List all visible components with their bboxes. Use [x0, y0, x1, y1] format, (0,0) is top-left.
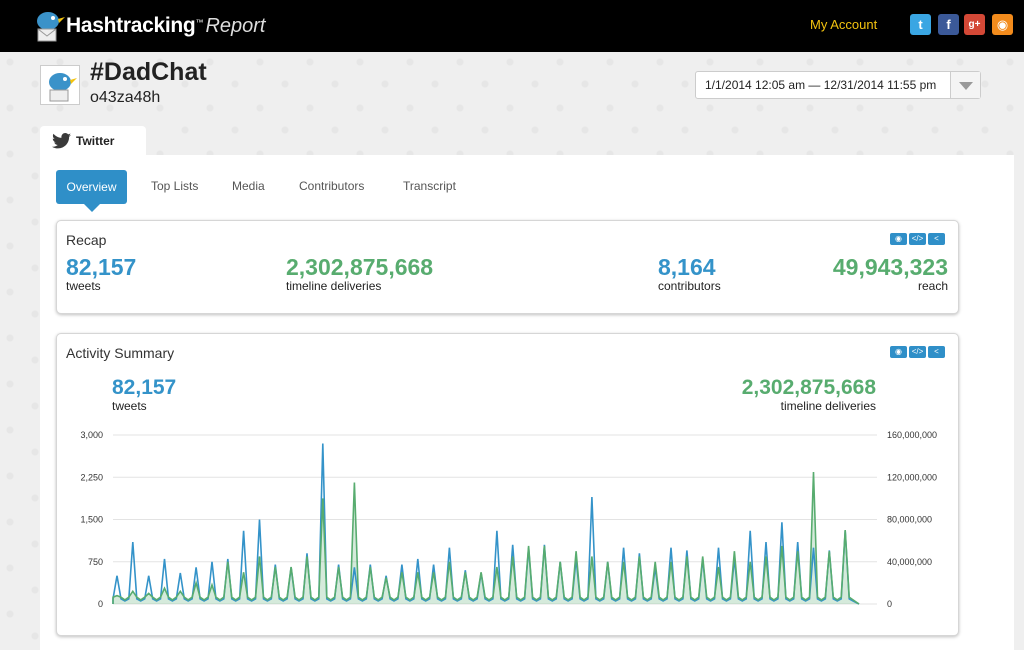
share-icon[interactable]: <	[928, 346, 945, 358]
bird-logo-icon	[37, 12, 65, 42]
activity-card	[56, 333, 959, 636]
y-left-tick-label: 3,000	[80, 430, 103, 440]
twitter-bird-icon	[52, 133, 71, 149]
date-range-select[interactable]: 1/1/2014 12:05 am — 12/31/2014 11:55 pm	[695, 71, 981, 99]
deliveries-area	[113, 472, 859, 604]
tab-top-lists[interactable]: Top Lists	[151, 179, 199, 193]
activity-actions: ◉ </> <	[890, 346, 945, 358]
recap-reach-value: 49,943,323	[832, 254, 948, 280]
y-left-tick-label: 2,250	[80, 472, 103, 482]
eye-icon[interactable]: ◉	[890, 346, 907, 358]
logo[interactable]: Hashtracking ™ Report	[32, 6, 265, 46]
tab-overview[interactable]: Overview	[56, 170, 127, 212]
y-left-tick-label: 0	[98, 599, 103, 609]
y-right-tick-label: 0	[887, 599, 892, 609]
tab-media[interactable]: Media	[232, 179, 265, 193]
activity-deliveries-value: 2,302,875,668	[741, 376, 876, 399]
embed-icon[interactable]: </>	[909, 346, 926, 358]
bird-avatar-icon	[49, 73, 77, 102]
embed-icon[interactable]: </>	[909, 233, 926, 245]
tweets-series-line	[112, 443, 860, 605]
recap-tweets-value: 82,157	[66, 254, 137, 280]
avatar	[40, 65, 80, 105]
twitter-icon[interactable]: t	[910, 14, 931, 35]
y-right-tick-label: 40,000,000	[887, 557, 932, 567]
activity-tweets-label: tweets	[112, 399, 147, 413]
facebook-icon[interactable]: f	[938, 14, 959, 35]
recap-reach-label: reach	[917, 279, 948, 293]
tab-contributors[interactable]: Contributors	[299, 179, 365, 193]
activity-chart: 0 750 1,500 2,250 3,000 0 40,000,000 80,000,000…	[80, 430, 937, 609]
tab-transcript[interactable]: Transcript	[403, 179, 456, 193]
recap-title: Recap	[66, 232, 107, 248]
activity-tweets-value: 82,157	[112, 376, 177, 399]
recap-contributors-label: contributors	[658, 279, 721, 293]
my-account-link[interactable]: My Account	[810, 17, 878, 32]
logo-text: Hashtracking	[66, 14, 196, 37]
y-right-tick-label: 120,000,000	[887, 472, 937, 482]
recap-deliveries-label: timeline deliveries	[286, 279, 382, 293]
rss-icon[interactable]: ◉	[992, 14, 1013, 35]
recap-actions: ◉ </> <	[890, 233, 945, 245]
y-right-tick-label: 160,000,000	[887, 430, 937, 440]
recap-tweets-label: tweets	[66, 279, 101, 293]
recap-contributors-value: 8,164	[658, 254, 716, 280]
y-left-tick-label: 750	[88, 557, 103, 567]
deliveries-series-line	[112, 471, 860, 605]
activity-deliveries-label: timeline deliveries	[780, 399, 876, 413]
recap-deliveries-value: 2,302,875,668	[286, 254, 434, 280]
y-left-tick-label: 1,500	[80, 515, 103, 525]
recap-card	[56, 220, 959, 314]
eye-icon[interactable]: ◉	[890, 233, 907, 245]
logo-report-text: Report	[205, 14, 266, 37]
report-handle: o43za48h	[90, 89, 161, 106]
y-right-tick-label: 80,000,000	[887, 515, 932, 525]
chevron-down-icon[interactable]	[950, 72, 980, 98]
google-plus-icon[interactable]: g+	[964, 14, 985, 35]
activity-title: Activity Summary	[66, 345, 175, 361]
tab-twitter-label: Twitter	[76, 134, 115, 148]
share-icon[interactable]: <	[928, 233, 945, 245]
date-range-value: 1/1/2014 12:05 am — 12/31/2014 11:55 pm	[705, 78, 937, 92]
page-title: #DadChat	[90, 58, 207, 86]
logo-trademark: ™	[195, 17, 204, 27]
top-bar: Hashtracking ™ Report My Account t f g+ …	[0, 0, 1024, 52]
tab-twitter[interactable]: Twitter	[40, 126, 146, 156]
